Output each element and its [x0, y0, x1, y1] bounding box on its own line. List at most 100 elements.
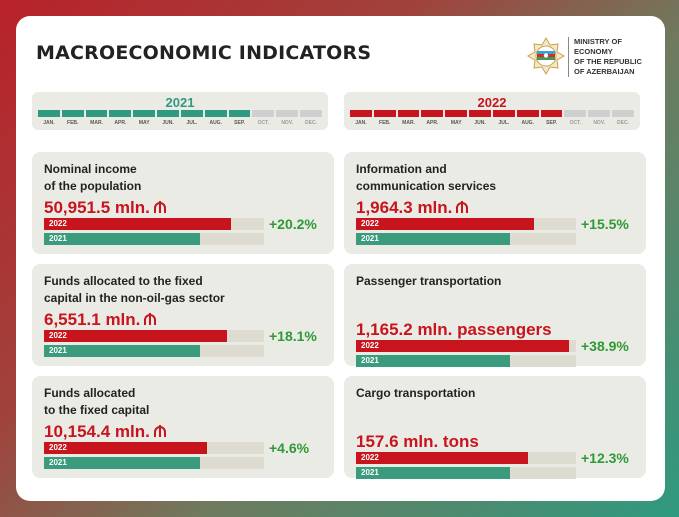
- indicator-value-text: 157.6 mln. tons: [356, 432, 479, 451]
- month-bar: [421, 110, 444, 117]
- indicator-value-text: 50,951.5 mln.: [44, 198, 150, 217]
- month-label: FEB.: [67, 120, 79, 126]
- indicator-label-line: capital in the non-oil-gas sector: [44, 291, 225, 305]
- month-label: DEC.: [305, 120, 317, 126]
- month-cell: JAN.: [38, 110, 60, 126]
- month-cell: JUN.: [157, 110, 179, 126]
- timeline-2022: 2022 JAN. FEB. MAR. APR. MAY JUN. JUL. AUG. SEP.…: [344, 92, 640, 130]
- month-cell: DEC.: [612, 110, 634, 126]
- indicator-panel: Information and communication services 1,9…: [344, 152, 646, 254]
- month-bar: [540, 110, 563, 117]
- month-bar: [564, 110, 587, 117]
- manat-icon: [143, 311, 157, 331]
- month-cell: MAR.: [397, 110, 420, 126]
- indicator-value: 1,165.2 mln. passengers: [356, 320, 552, 340]
- indicator-change: +38.9%: [581, 338, 629, 354]
- month-cell: OCT.: [564, 110, 587, 126]
- indicator-label: Funds allocated to the fixed capital in t…: [44, 273, 324, 307]
- bar-year-label: 2021: [361, 356, 379, 365]
- indicator-change: +18.1%: [269, 328, 317, 344]
- month-cell: MAY: [445, 110, 468, 126]
- bar-2022: 2022: [356, 340, 576, 352]
- month-cell: APR.: [109, 110, 132, 126]
- month-bar: [469, 110, 491, 117]
- indicator-value-text: 6,551.1 mln.: [44, 310, 141, 329]
- month-label: AUG.: [521, 120, 534, 126]
- indicator-label-line: Cargo transportation: [356, 386, 476, 400]
- month-cell: AUG.: [516, 110, 539, 126]
- indicator-value-text: 1,165.2 mln. passengers: [356, 320, 552, 339]
- indicator-value: 10,154.4 mln.: [44, 422, 167, 443]
- bar-2021: 2021: [356, 355, 576, 367]
- bar-year-label: 2021: [49, 346, 67, 355]
- month-label: AUG.: [209, 120, 222, 126]
- month-cell: JUN.: [469, 110, 491, 126]
- month-cell: APR.: [421, 110, 444, 126]
- month-bar: [588, 110, 611, 117]
- indicator-label-line: Nominal income: [44, 162, 137, 176]
- month-label: OCT.: [257, 120, 270, 126]
- bar-fill-2022: [44, 330, 227, 342]
- infographic-card: MACROECONOMIC INDICATORS MINISTRY OF ECO…: [16, 16, 665, 501]
- month-cell: SEP.: [540, 110, 563, 126]
- bar-fill-2021: [44, 457, 201, 469]
- manat-icon: [153, 199, 167, 219]
- indicator-change: +12.3%: [581, 450, 629, 466]
- month-bar: [109, 110, 132, 117]
- month-bar: [228, 110, 251, 117]
- month-cell: JAN.: [350, 110, 372, 126]
- manat-icon: [455, 199, 469, 219]
- month-cell: FEB.: [373, 110, 396, 126]
- month-bar: [180, 110, 203, 117]
- manat-icon: [153, 423, 167, 443]
- indicator-label-line: communication services: [356, 179, 497, 193]
- month-label: MAY: [138, 120, 150, 126]
- month-row: JAN. FEB. MAR. APR. MAY JUN. JUL. AUG. SEP. OCT. N…: [350, 110, 634, 126]
- azerbaijan-emblem-icon: [526, 36, 566, 76]
- month-bar: [397, 110, 420, 117]
- indicator-value: 1,964.3 mln.: [356, 198, 469, 219]
- month-bar: [157, 110, 179, 117]
- indicator-value-text: 1,964.3 mln.: [356, 198, 453, 217]
- month-label: JUN.: [162, 120, 174, 126]
- indicator-label: Information and communication services: [356, 161, 636, 195]
- bar-2021: 2021: [356, 467, 576, 479]
- month-bar: [133, 110, 156, 117]
- bar-fill-2021: [44, 345, 201, 357]
- ministry-name: MINISTRY OF ECONOMY OF THE REPUBLIC OF A…: [568, 37, 656, 77]
- month-label: NOV.: [281, 120, 294, 126]
- bar-fill-2022: [356, 452, 528, 464]
- bar-2022: 2022: [356, 452, 576, 464]
- indicator-panel: Cargo transportation 157.6 mln. tons 2022 2…: [344, 376, 646, 479]
- month-label: SEP.: [234, 120, 245, 126]
- month-label: OCT.: [569, 120, 582, 126]
- bar-2021: 2021: [44, 457, 264, 469]
- bar-year-label: 2022: [361, 453, 379, 462]
- bar-fill-2021: [356, 233, 510, 245]
- indicator-value-text: 10,154.4 mln.: [44, 422, 150, 441]
- month-cell: AUG.: [204, 110, 227, 126]
- month-label: APR.: [426, 120, 439, 126]
- bar-year-label: 2022: [361, 219, 379, 228]
- bar-year-label: 2022: [49, 443, 67, 452]
- indicator-label: Nominal income of the population: [44, 161, 324, 195]
- month-cell: FEB.: [61, 110, 84, 126]
- month-bar: [612, 110, 634, 117]
- month-bar: [38, 110, 60, 117]
- timeline-2021: 2021 JAN. FEB. MAR. APR. MAY JUN. JUL. AUG. SEP.…: [32, 92, 328, 130]
- ministry-logo: MINISTRY OF ECONOMY OF THE REPUBLIC OF A…: [526, 36, 656, 80]
- bar-fill-2022: [44, 218, 231, 230]
- month-bar: [350, 110, 372, 117]
- month-bar: [276, 110, 299, 117]
- month-cell: OCT.: [252, 110, 275, 126]
- bar-fill-2021: [356, 467, 510, 479]
- month-bar: [445, 110, 468, 117]
- timeline-year: 2021: [165, 95, 195, 110]
- bar-2021: 2021: [356, 233, 576, 245]
- timeline-year: 2022: [477, 95, 507, 110]
- bar-fill-2022: [356, 218, 535, 230]
- indicator-change: +4.6%: [269, 440, 310, 456]
- indicator-label: Funds allocated to the fixed capital: [44, 385, 324, 419]
- bar-fill-2022: [44, 442, 207, 454]
- bar-year-label: 2021: [49, 234, 67, 243]
